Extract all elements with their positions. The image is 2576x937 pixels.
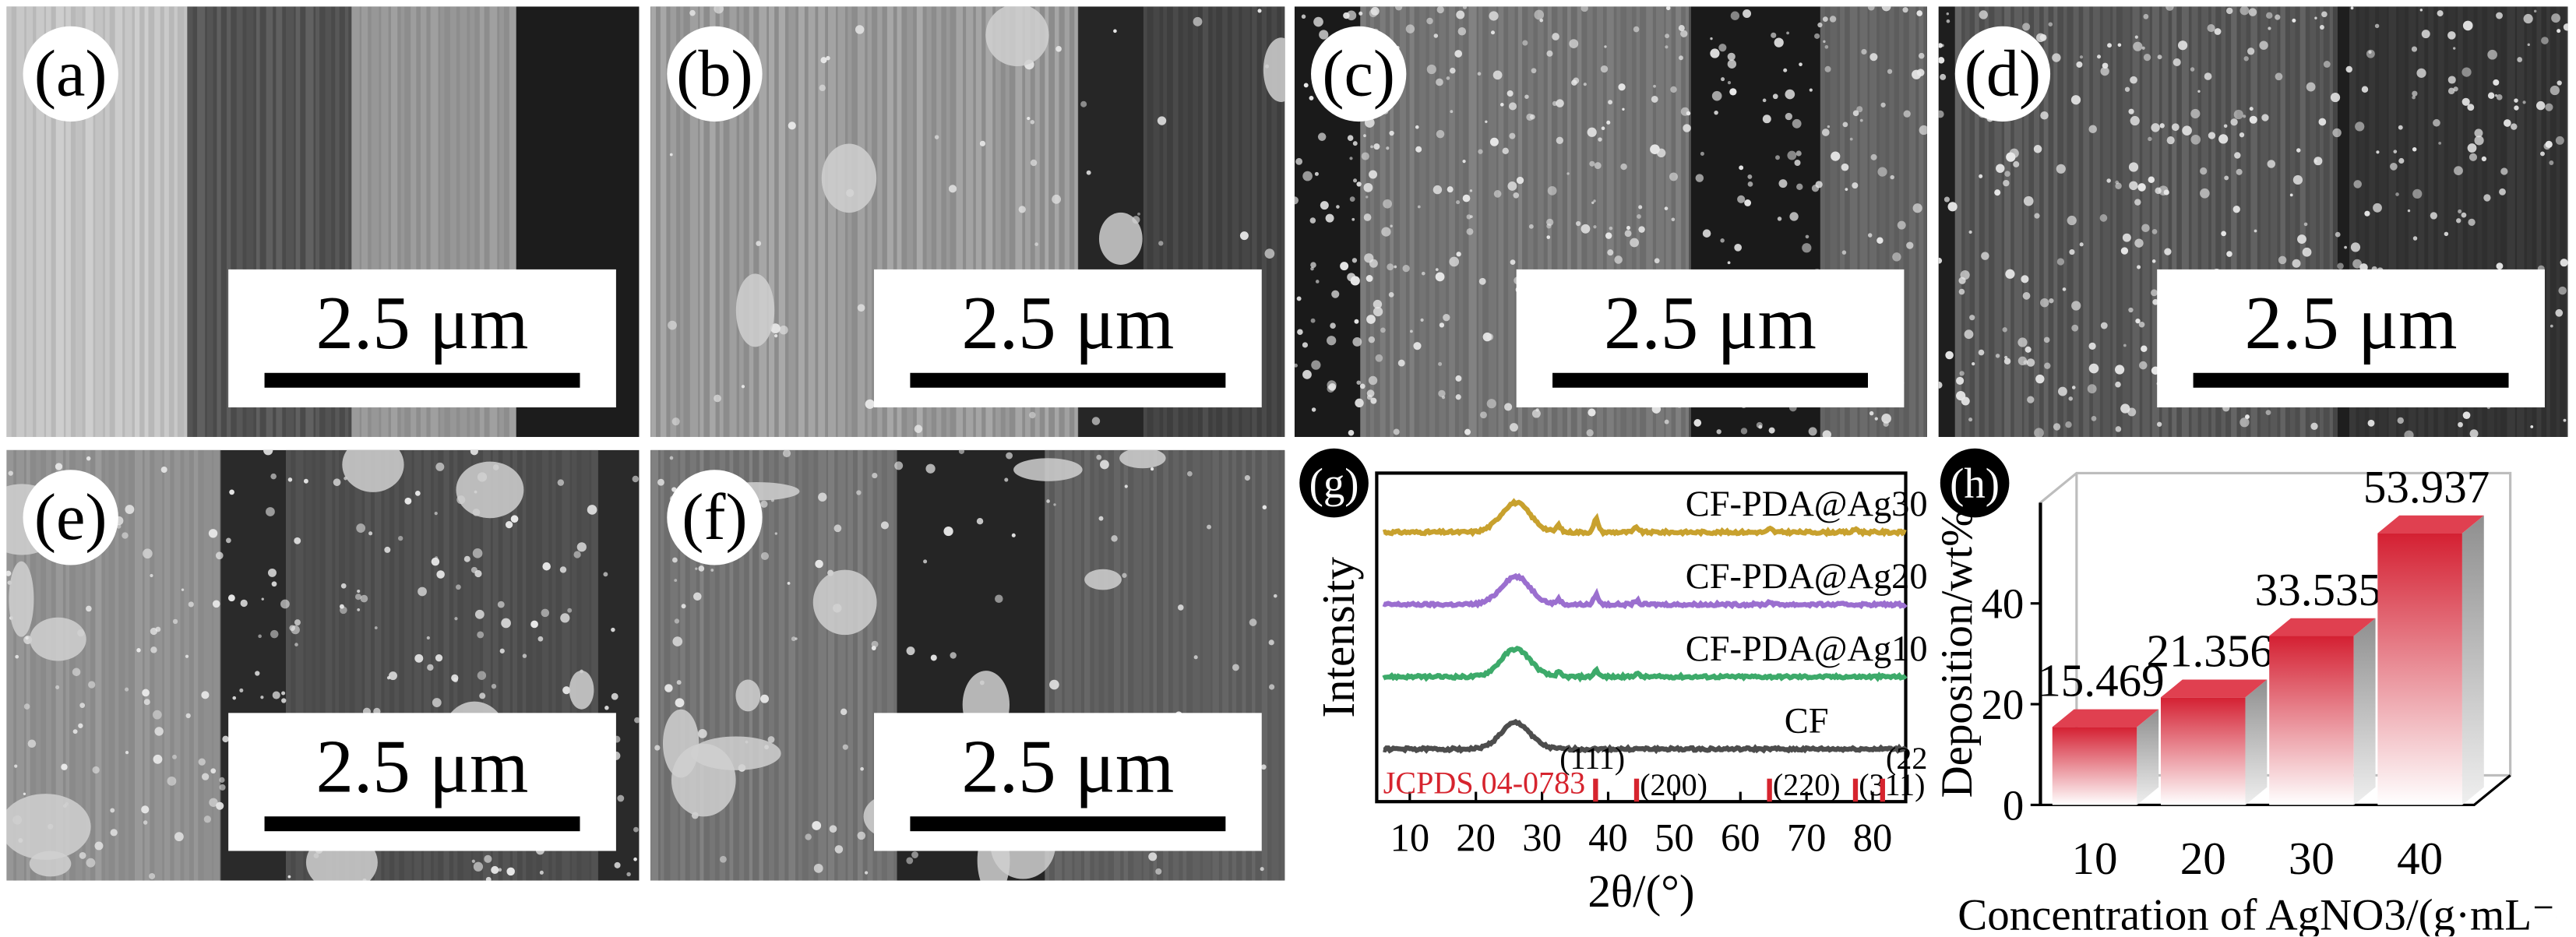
bar-side [2245,679,2268,805]
bar-front [2052,727,2137,805]
xrd-reference-label: JCPDS 04-0783 [1383,766,1585,801]
bar-y-tick-label: 20 [1982,681,2025,728]
sem-panel-b: (b) 2.5 μm [650,6,1285,438]
bar-category-label: 30 [2289,833,2335,884]
xrd-chart: 10 20 30 40 50 60 70 80 2θ/(°) Intensity CF-PDA@Ag… [1299,448,1927,917]
bar-y-tick-label: 0 [2003,781,2024,829]
xrd-x-tick-label: 60 [1721,815,1760,859]
scale-bar-line [264,372,580,388]
scale-bar: 2.5 μm [2157,269,2545,408]
xrd-hkl-label: (222) [1886,741,1927,776]
xrd-chart-panel: 10 20 30 40 50 60 70 80 2θ/(°) Intensity CF-PDA@Ag… [1295,443,1927,936]
xrd-x-tick-label: 10 [1390,815,1430,859]
panel-label: (f) [667,470,763,565]
deposition-bar-chart: 0 20 40 15.469 10 21.356 20 33.535 30 53.937 40 Con… [1933,448,2557,936]
bar-category-label: 20 [2180,833,2226,884]
scale-bar-label: 2.5 μm [961,724,1175,808]
scale-bar-label: 2.5 μm [961,280,1175,365]
xrd-hkl-label: (311) [1859,767,1925,802]
scale-bar-label: 2.5 μm [1603,280,1817,365]
xrd-x-tick-label: 20 [1456,815,1496,859]
bar-y-tick-label: 40 [1982,580,2025,628]
xrd-series-label: CF-PDA@Ag10 [1686,629,1927,669]
sem-panel-e: (e) 2.5 μm [6,449,640,881]
xrd-x-tick-label: 40 [1588,815,1628,859]
bar-front [2377,533,2462,805]
xrd-axes-frame [1375,471,1908,804]
scale-bar-line [910,372,1226,388]
scale-bar: 2.5 μm [874,713,1262,851]
panel-label: (b) [667,26,763,122]
xrd-x-tick-label: 30 [1522,815,1562,859]
panel-label-badge [1940,448,2010,518]
bar-top [2052,709,2159,727]
xrd-hkl-label: (111) [1559,741,1625,776]
xrd-x-tick-label: 80 [1853,815,1893,859]
xrd-series-line [1383,718,1908,755]
xrd-x-tick-label: 70 [1787,815,1827,859]
scale-bar-line [910,816,1226,832]
bar-side [2461,515,2484,805]
panel-label: (e) [23,470,118,565]
scale-bar-line [1552,372,1868,388]
scale-bar-line [2193,372,2509,388]
sem-panel-a: (a) 2.5 μm [6,6,640,438]
scale-bar: 2.5 μm [228,713,616,851]
bar-x-axis-label: Concentration of AgNO3/(g·mL⁻¹) [1958,891,2556,936]
bar-top [2377,515,2484,534]
xrd-hkl-label: (220) [1773,767,1841,802]
xrd-series-line [1382,645,1908,683]
xrd-series-label: CF-PDA@Ag20 [1686,557,1927,597]
panel-label: (d) [1954,26,2051,122]
deposition-chart-panel: 0 20 40 15.469 10 21.356 20 33.535 30 53.937 40 Con… [1932,443,2557,936]
xrd-series-label: CF-PDA@Ag30 [1686,484,1927,524]
scale-bar: 2.5 μm [874,269,1262,408]
sem-panel-d: (d) 2.5 μm [1938,6,2568,438]
panel-label: (g) [1309,460,1359,507]
xrd-x-axis-label: 2θ/(°) [1588,865,1694,917]
scale-bar: 2.5 μm [228,269,616,408]
xrd-series-line [1382,572,1908,610]
xrd-series-label: CF [1785,702,1829,741]
panel-label: (a) [23,26,118,122]
bar-side [2353,618,2376,805]
bar-value-label: 21.356 [2146,625,2272,677]
bar-top [2160,679,2268,698]
scale-bar: 2.5 μm [1516,269,1905,408]
panel-label-badge [1299,448,1369,518]
sem-panel-c: (c) 2.5 μm [1294,6,1927,438]
panel-label: (c) [1311,26,1407,122]
bar-value-label: 33.535 [2255,564,2381,615]
sem-panel-f: (f) 2.5 μm [650,449,1285,881]
bar-category-label: 40 [2397,833,2443,884]
bar-front [2160,697,2246,805]
bar-category-label: 10 [2072,833,2118,884]
xrd-series-line [1382,498,1907,537]
bar-y-axis-label: Deposition/wt% [1933,509,1982,798]
bar-x-axis [2040,774,2511,807]
scale-bar-label: 2.5 μm [2244,280,2458,365]
bar-value-label: 15.469 [2038,655,2164,706]
scale-bar-line [264,816,580,832]
bar-front [2269,636,2354,805]
bar-top [2269,618,2376,636]
scale-bar-label: 2.5 μm [315,280,529,365]
xrd-y-axis-label: Intensity [1313,557,1364,718]
bar-side [2137,709,2159,805]
bar-value-label: 53.937 [2363,461,2490,513]
xrd-hkl-label: (200) [1640,767,1707,802]
xrd-x-tick-label: 50 [1654,815,1694,859]
panel-label: (h) [1950,460,2000,507]
scale-bar-label: 2.5 μm [315,724,529,808]
